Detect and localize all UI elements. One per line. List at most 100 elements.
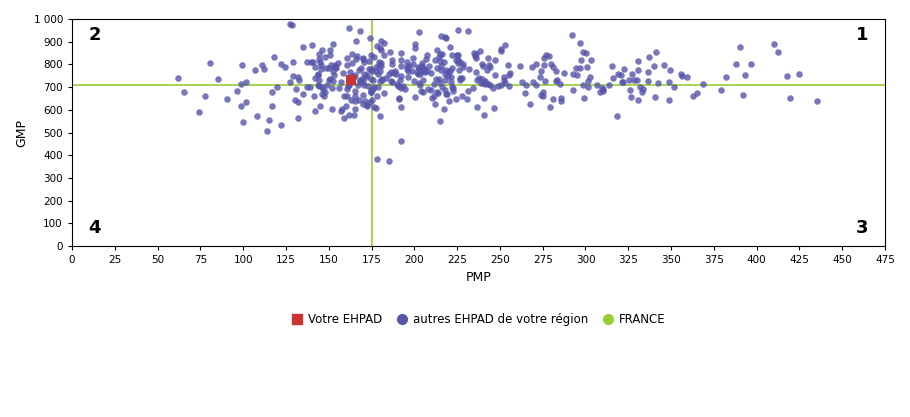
Point — [451, 57, 466, 63]
Point — [415, 62, 430, 69]
Point — [412, 71, 427, 78]
Point — [428, 56, 442, 63]
Point — [534, 68, 549, 75]
Point — [305, 42, 319, 48]
Point — [440, 90, 454, 97]
Point — [354, 64, 369, 71]
Point — [641, 68, 655, 75]
Point — [439, 90, 453, 97]
Point — [406, 61, 420, 68]
Point — [411, 80, 426, 86]
Point — [327, 72, 341, 78]
Point — [451, 60, 466, 66]
Point — [324, 62, 339, 68]
Point — [377, 39, 391, 46]
Point — [460, 87, 475, 94]
Point — [369, 156, 384, 162]
Point — [323, 76, 338, 83]
Point — [342, 24, 357, 31]
Point — [322, 77, 337, 83]
Point — [622, 77, 636, 84]
Point — [439, 67, 453, 73]
Point — [416, 88, 430, 95]
Point — [622, 86, 637, 93]
Point — [238, 99, 253, 106]
Point — [360, 72, 375, 78]
Point — [261, 117, 276, 123]
Point — [391, 83, 406, 90]
Point — [303, 84, 318, 90]
Point — [433, 80, 448, 86]
Point — [400, 68, 415, 75]
Point — [311, 82, 326, 89]
Point — [584, 56, 599, 63]
Point — [771, 49, 785, 55]
Point — [496, 73, 511, 80]
Point — [334, 108, 349, 114]
Point — [372, 59, 387, 66]
Point — [331, 60, 346, 66]
Point — [478, 78, 492, 85]
Point — [394, 50, 409, 57]
Point — [406, 55, 420, 61]
Point — [456, 63, 470, 70]
Point — [605, 63, 620, 70]
Point — [431, 54, 446, 60]
Point — [438, 33, 452, 40]
Point — [348, 106, 362, 113]
Point — [433, 58, 448, 65]
Point — [366, 76, 380, 83]
Point — [358, 98, 372, 105]
Point — [592, 89, 607, 95]
Point — [374, 77, 389, 84]
Point — [417, 65, 431, 72]
Point — [371, 62, 386, 68]
Point — [361, 83, 376, 89]
Point — [557, 70, 571, 76]
Point — [475, 61, 490, 68]
Point — [529, 61, 543, 68]
Point — [476, 80, 490, 86]
Point — [365, 68, 379, 75]
Point — [399, 63, 414, 69]
Point — [364, 86, 379, 93]
Point — [445, 65, 460, 71]
Point — [385, 57, 399, 64]
Point — [537, 62, 551, 68]
Point — [274, 121, 288, 128]
Point — [519, 82, 533, 89]
Point — [394, 104, 409, 111]
Point — [248, 66, 262, 73]
Point — [291, 73, 306, 80]
Point — [348, 71, 362, 78]
Point — [337, 114, 351, 121]
Point — [673, 70, 688, 77]
Point — [446, 85, 460, 91]
Point — [440, 69, 455, 76]
Point — [364, 75, 379, 82]
Point — [362, 98, 377, 105]
Point — [686, 93, 701, 99]
Point — [546, 63, 561, 70]
Point — [651, 79, 665, 86]
Point — [426, 93, 440, 100]
Point — [662, 79, 676, 86]
Point — [437, 105, 451, 112]
Point — [288, 96, 303, 103]
Point — [290, 114, 305, 121]
Point — [384, 60, 399, 67]
Point — [341, 78, 356, 85]
Point — [541, 53, 556, 59]
Point — [170, 74, 185, 81]
Y-axis label: GMP: GMP — [15, 118, 28, 146]
Point — [421, 85, 436, 92]
Point — [627, 77, 642, 83]
Point — [369, 105, 383, 112]
Point — [311, 70, 326, 77]
Point — [583, 73, 598, 80]
Point — [632, 83, 647, 90]
Point — [249, 112, 264, 119]
Point — [487, 105, 501, 111]
Point — [515, 79, 530, 85]
Point — [483, 63, 498, 70]
